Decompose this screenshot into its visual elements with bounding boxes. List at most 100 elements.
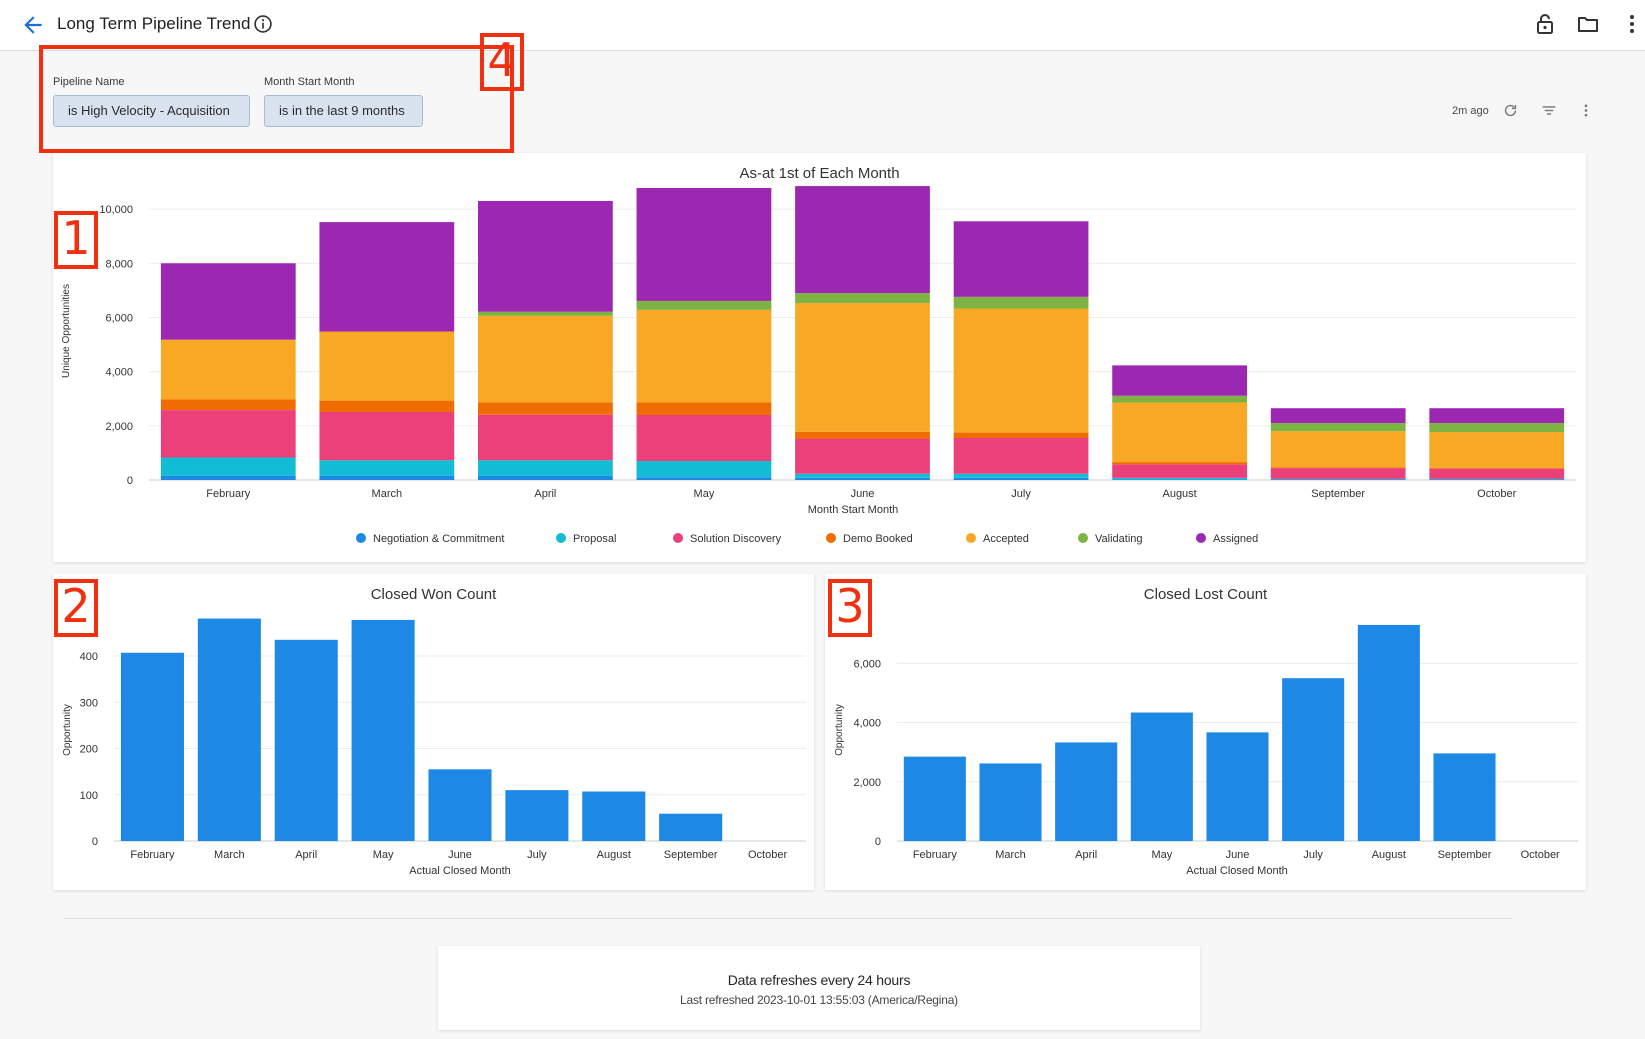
bar-segment — [160, 457, 296, 476]
bar-segment — [160, 410, 296, 458]
annotation-number-1: 1 — [54, 211, 98, 269]
bar — [1055, 742, 1118, 841]
x-tick-label: May — [694, 488, 715, 500]
bar-segment — [319, 460, 455, 476]
footer-divider — [64, 918, 1512, 919]
bar-segment — [1112, 462, 1247, 465]
folder-icon[interactable] — [1576, 12, 1600, 36]
y-axis-label: Unique Opportunities — [61, 284, 72, 378]
bar-segment — [478, 315, 613, 403]
bar-segment — [953, 221, 1089, 297]
x-tick-label: September — [1438, 849, 1492, 861]
y-tick-label: 0 — [127, 475, 133, 487]
lock-icon[interactable] — [1533, 12, 1557, 36]
bar-segment — [1429, 478, 1565, 480]
legend-label: Negotiation & Commitment — [373, 533, 504, 545]
bar-segment — [319, 331, 455, 401]
filter-label-pipeline-name: Pipeline Name — [53, 76, 125, 88]
x-tick-label: August — [1372, 849, 1406, 861]
closed-won-bar-chart: 0 100 200 300 400 Opportunity February March Apr… — [62, 618, 806, 877]
filter-chip-pipeline-name[interactable]: is High Velocity - Acquisition — [53, 95, 250, 127]
legend-marker — [826, 533, 836, 543]
bar-segment — [636, 187, 772, 301]
x-tick-label: October — [1521, 849, 1560, 861]
legend-label: Accepted — [983, 533, 1029, 545]
bar-segment — [1429, 423, 1565, 433]
bar-segment — [1270, 479, 1406, 480]
x-tick-label: February — [130, 849, 175, 861]
bar-segment — [319, 475, 455, 480]
bar-segment — [795, 473, 930, 478]
refresh-schedule-text: Data refreshes every 24 hours — [727, 972, 911, 988]
y-tick-label: 2,000 — [853, 777, 881, 789]
bar-segment — [636, 402, 772, 415]
closed-lost-bar-chart: 0 2,000 4,000 6,000 Opportunity February March… — [834, 624, 1578, 877]
bar-segment — [160, 475, 296, 480]
last-updated-text: 2m ago — [1452, 105, 1489, 117]
bar — [428, 769, 492, 841]
bar-segment — [1270, 431, 1406, 468]
bar — [979, 763, 1042, 841]
bar-segment — [319, 400, 455, 413]
bar-segment — [636, 477, 772, 480]
page-title: Long Term Pipeline Trend — [57, 14, 251, 33]
legend-label: Solution Discovery — [690, 533, 782, 545]
legend-label: Validating — [1095, 533, 1143, 545]
filter-icon[interactable] — [1540, 102, 1558, 119]
x-tick-label: May — [1151, 849, 1172, 861]
annotation-box-filters — [39, 45, 514, 153]
back-arrow-icon[interactable] — [20, 12, 46, 38]
y-tick-label: 2,000 — [105, 421, 133, 433]
top-bar: Long Term Pipeline Trend — [0, 0, 1645, 51]
more-options-icon[interactable] — [1578, 102, 1594, 119]
bar — [1433, 753, 1496, 841]
legend-marker — [556, 533, 566, 543]
y-tick-label: 200 — [80, 744, 98, 756]
legend-marker — [356, 533, 366, 543]
y-tick-label: 6,000 — [105, 312, 133, 324]
x-tick-label: July — [1303, 849, 1323, 861]
x-tick-label: February — [206, 488, 251, 500]
y-tick-label: 8,000 — [105, 258, 133, 270]
x-tick-label: September — [664, 849, 718, 861]
x-tick-label: October — [748, 849, 787, 861]
x-axis-label: Actual Closed Month — [1186, 865, 1288, 877]
bar-segment — [478, 402, 613, 415]
info-icon[interactable] — [253, 14, 273, 34]
bar-segment — [478, 200, 613, 312]
bar — [120, 652, 184, 841]
bar-segment — [1112, 464, 1247, 478]
x-tick-label: April — [1075, 849, 1097, 861]
more-vertical-icon[interactable] — [1620, 12, 1644, 36]
x-tick-label: May — [373, 849, 394, 861]
bar-segment — [1112, 402, 1247, 463]
filter-chip-month-start[interactable]: is in the last 9 months — [264, 95, 423, 127]
refresh-icon[interactable] — [1502, 102, 1519, 119]
legend-marker — [1196, 533, 1206, 543]
bar-segment — [953, 473, 1089, 478]
bar — [903, 756, 966, 841]
x-tick-label: March — [372, 488, 403, 500]
annotation-number-2: 2 — [54, 579, 98, 637]
legend-marker — [966, 533, 976, 543]
bar-segment — [1112, 395, 1247, 403]
y-tick-label: 0 — [875, 836, 881, 848]
x-tick-label: July — [527, 849, 547, 861]
bar — [1357, 624, 1420, 841]
pipeline-stacked-bar-chart: 0 2,000 4,000 6,000 8,000 10,000 Unique Opport… — [61, 186, 1576, 545]
bar-segment — [953, 432, 1089, 439]
bar — [1206, 732, 1269, 841]
bar-segment — [1429, 468, 1565, 479]
chart-title-closed-won: Closed Won Count — [370, 586, 497, 603]
bar — [1130, 712, 1193, 841]
bar-segment — [319, 412, 455, 461]
x-axis-label: Month Start Month — [808, 504, 899, 516]
bar-segment — [953, 296, 1089, 309]
bar — [197, 618, 261, 841]
bar-segment — [795, 438, 930, 474]
bar-segment — [795, 477, 930, 480]
bar — [274, 639, 338, 841]
x-tick-label: June — [448, 849, 472, 861]
bar-segment — [160, 399, 296, 411]
bar-segment — [636, 300, 772, 310]
